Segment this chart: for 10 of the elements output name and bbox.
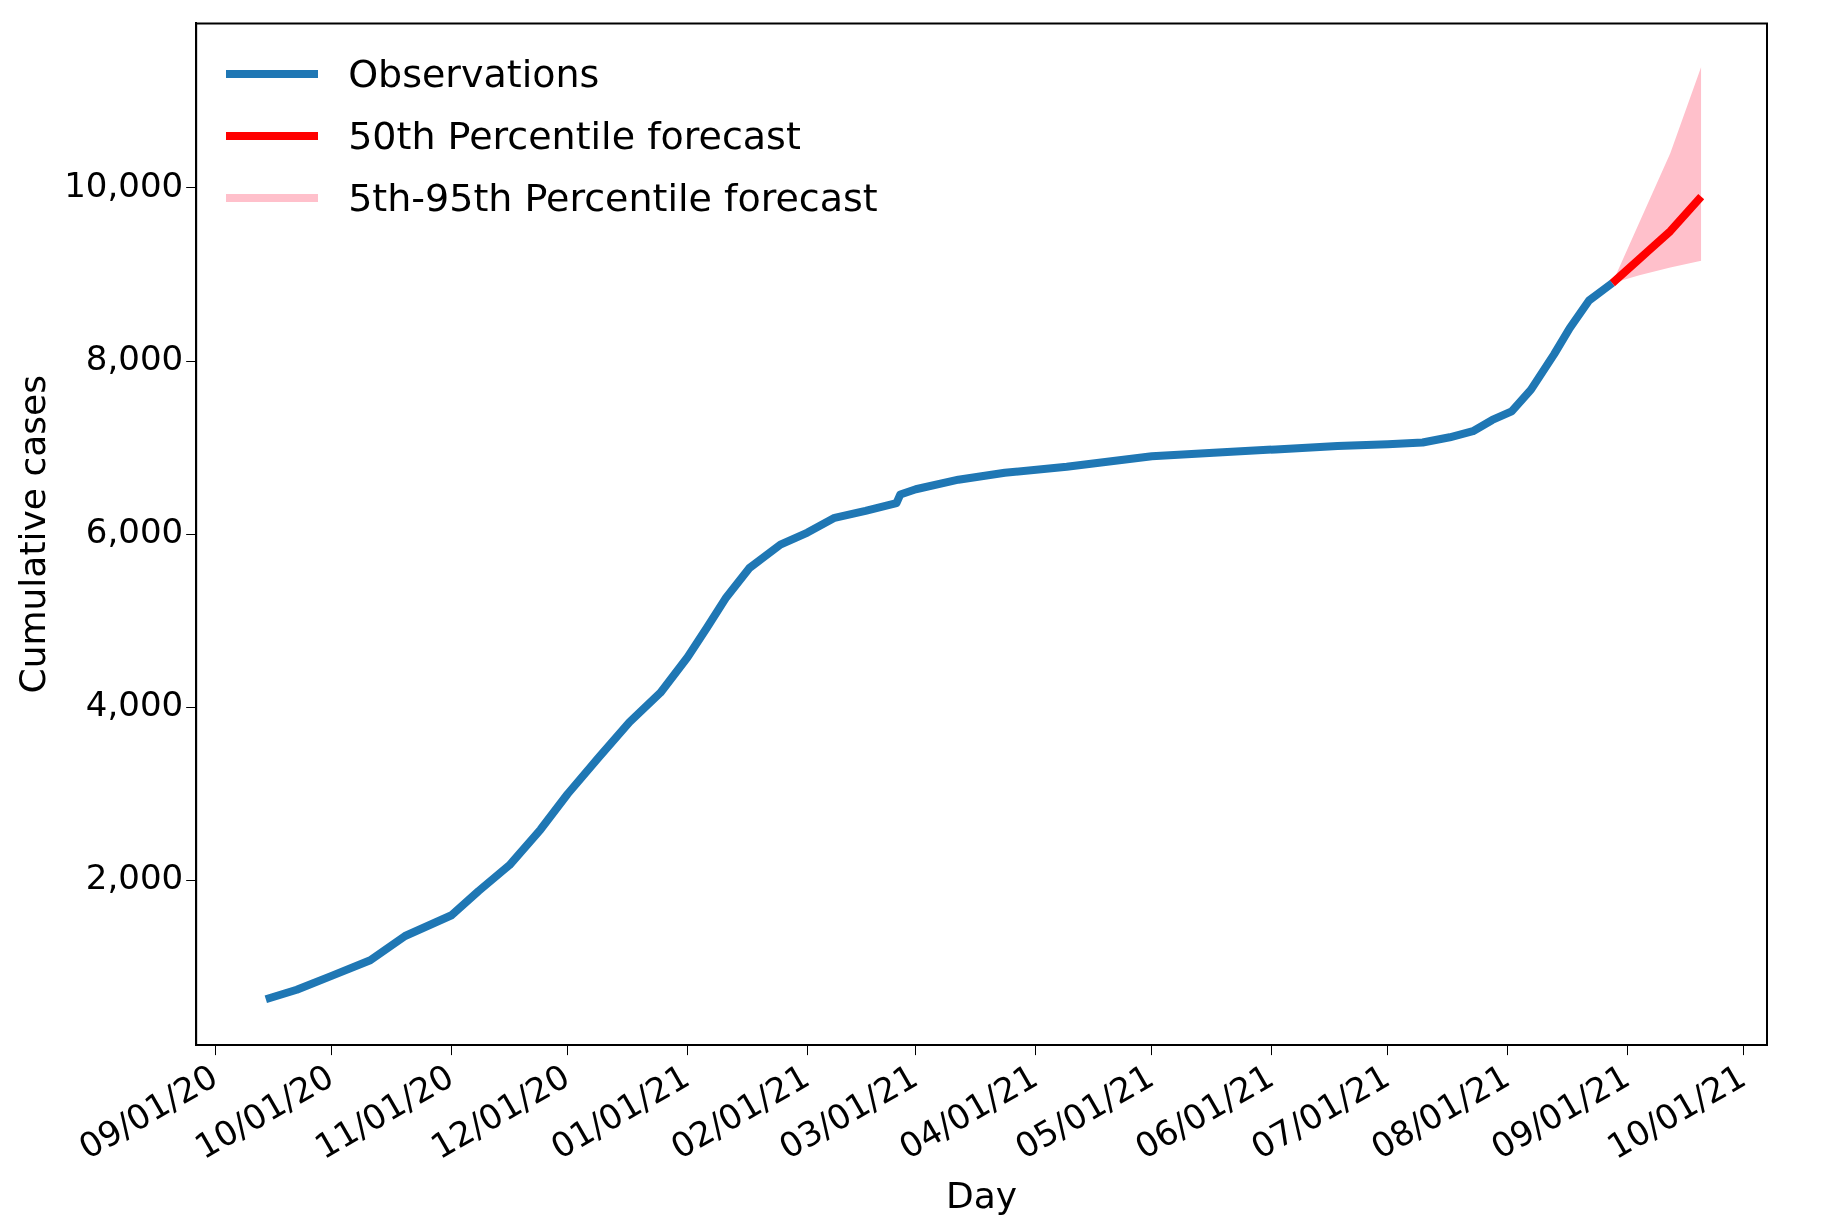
y-tick-label: 6,000 [85,511,184,552]
y-tick-label: 2,000 [85,857,184,898]
legend-label: 5th-95th Percentile forecast [348,176,878,221]
y-tick-label: 10,000 [64,164,184,205]
legend-label: Observations [348,52,600,97]
legend-label: 50th Percentile forecast [348,114,801,159]
y-axis-title: Cumulative cases [11,375,53,694]
x-axis-title: Day [946,1174,1018,1216]
y-tick-label: 4,000 [85,684,184,725]
y-tick-label: 8,000 [85,337,184,378]
